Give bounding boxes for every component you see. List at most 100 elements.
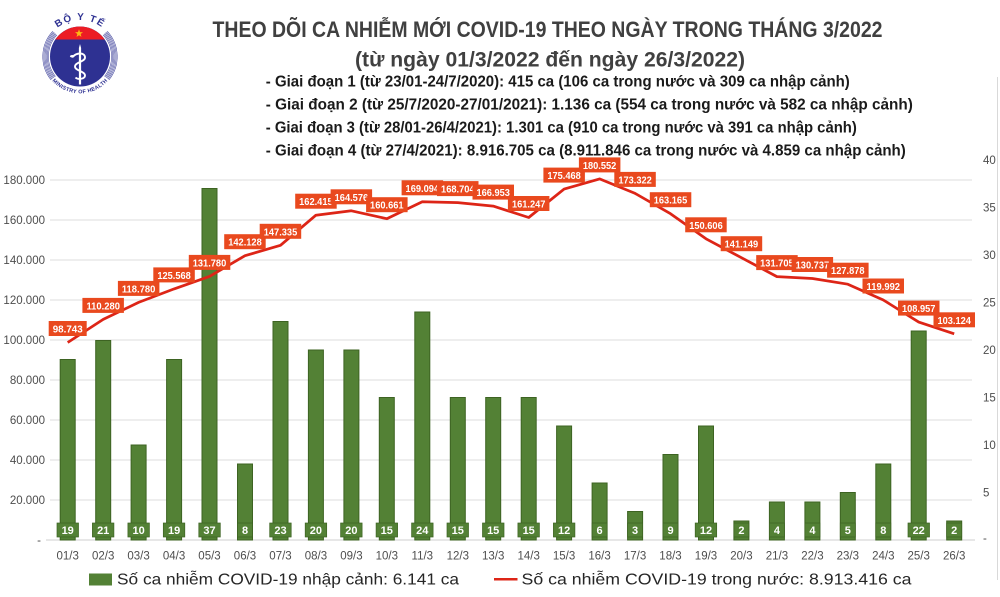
svg-text:- Giai đoạn 1 (từ 23/01-24/7/2: - Giai đoạn 1 (từ 23/01-24/7/2020): 415 … <box>266 73 850 90</box>
svg-text:09/3: 09/3 <box>340 551 362 563</box>
svg-text:6: 6 <box>597 525 603 537</box>
svg-text:150.606: 150.606 <box>689 220 723 232</box>
svg-text:17/3: 17/3 <box>624 551 646 563</box>
svg-text:19/3: 19/3 <box>695 551 717 563</box>
svg-text:162.415: 162.415 <box>299 196 333 208</box>
svg-text:164.576: 164.576 <box>335 192 369 204</box>
svg-text:142.128: 142.128 <box>228 237 262 249</box>
svg-text:4: 4 <box>774 525 781 537</box>
svg-text:05/3: 05/3 <box>198 551 220 563</box>
svg-text:37: 37 <box>203 525 215 537</box>
svg-text:07/3: 07/3 <box>269 551 291 563</box>
svg-text:3: 3 <box>632 525 638 537</box>
svg-text:80.000: 80.000 <box>10 375 45 387</box>
svg-text:12: 12 <box>558 525 570 537</box>
svg-text:15: 15 <box>452 525 464 537</box>
svg-text:24/3: 24/3 <box>872 551 894 563</box>
svg-text:15: 15 <box>487 525 499 537</box>
svg-text:103.124: 103.124 <box>937 315 971 327</box>
svg-text:8: 8 <box>242 525 248 537</box>
svg-text:108.957: 108.957 <box>902 303 936 315</box>
svg-text:01/3: 01/3 <box>57 551 79 563</box>
svg-text:23/3: 23/3 <box>837 551 859 563</box>
svg-text:9: 9 <box>667 525 673 537</box>
svg-text:166.953: 166.953 <box>476 187 510 199</box>
svg-text:26/3: 26/3 <box>943 551 965 563</box>
svg-text:Số ca nhiễm COVID-19 nhập cảnh: Số ca nhiễm COVID-19 nhập cảnh: 6.141 ca <box>117 570 459 589</box>
svg-text:2: 2 <box>951 525 957 537</box>
svg-text:23: 23 <box>274 525 286 537</box>
svg-text:5: 5 <box>983 488 989 500</box>
svg-text:125.568: 125.568 <box>157 270 191 282</box>
svg-text:100.000: 100.000 <box>3 335 45 347</box>
svg-text:130.737: 130.737 <box>796 260 830 272</box>
svg-text:4: 4 <box>809 525 816 537</box>
svg-text:08/3: 08/3 <box>305 551 327 563</box>
svg-text:40.000: 40.000 <box>10 455 45 467</box>
svg-text:14/3: 14/3 <box>518 551 540 563</box>
svg-text:98.743: 98.743 <box>53 324 83 336</box>
svg-text:06/3: 06/3 <box>234 551 256 563</box>
svg-text:19: 19 <box>168 525 180 537</box>
svg-text:175.468: 175.468 <box>547 170 581 182</box>
svg-text:131.780: 131.780 <box>193 257 227 269</box>
svg-text:19: 19 <box>62 525 74 537</box>
svg-text:40: 40 <box>983 155 996 167</box>
svg-text:131.705: 131.705 <box>760 258 794 270</box>
svg-text:- Giai đoạn 4 (từ 27/4/2021):: - Giai đoạn 4 (từ 27/4/2021): 8.916.705 … <box>266 142 906 159</box>
svg-text:16/3: 16/3 <box>588 551 610 563</box>
svg-text:25/3: 25/3 <box>908 551 930 563</box>
svg-text:173.322: 173.322 <box>618 174 652 186</box>
svg-text:20: 20 <box>310 525 322 537</box>
svg-text:THEO DÕI CA NHIỄM MỚI COVID-19: THEO DÕI CA NHIỄM MỚI COVID-19 THEO NGÀY… <box>213 16 883 42</box>
svg-text:21/3: 21/3 <box>766 551 788 563</box>
svg-text:04/3: 04/3 <box>163 551 185 563</box>
svg-text:(từ ngày 01/3/2022 đến ngày 26: (từ ngày 01/3/2022 đến ngày 26/3/2022) <box>355 48 745 72</box>
svg-text:2: 2 <box>738 525 744 537</box>
svg-text:5: 5 <box>845 525 851 537</box>
svg-text:- Giai đoạn 3 (từ 28/01-26/4/2: - Giai đoạn 3 (từ 28/01-26/4/2021): 1.30… <box>266 119 857 136</box>
svg-text:-: - <box>37 535 41 547</box>
svg-text:Số ca nhiễm COVID-19 trong nướ: Số ca nhiễm COVID-19 trong nước: 8.913.4… <box>522 570 912 589</box>
svg-text:118.780: 118.780 <box>122 283 156 295</box>
svg-text:22: 22 <box>913 525 925 537</box>
svg-text:141.149: 141.149 <box>725 239 759 251</box>
svg-text:20: 20 <box>345 525 357 537</box>
svg-text:10: 10 <box>132 525 144 537</box>
svg-text:168.704: 168.704 <box>441 184 475 196</box>
svg-text:127.878: 127.878 <box>831 265 865 277</box>
svg-text:12/3: 12/3 <box>447 551 469 563</box>
svg-text:180.000: 180.000 <box>3 175 45 187</box>
svg-text:119.992: 119.992 <box>867 281 901 293</box>
svg-text:15: 15 <box>983 393 996 405</box>
svg-text:140.000: 140.000 <box>3 255 45 267</box>
svg-text:180.552: 180.552 <box>583 160 617 172</box>
svg-text:18/3: 18/3 <box>659 551 681 563</box>
svg-text:10/3: 10/3 <box>376 551 398 563</box>
svg-text:20.000: 20.000 <box>10 495 45 507</box>
svg-text:160.661: 160.661 <box>370 200 404 212</box>
svg-text:160.000: 160.000 <box>3 215 45 227</box>
svg-text:10: 10 <box>983 440 996 452</box>
svg-text:161.247: 161.247 <box>512 199 546 211</box>
svg-text:8: 8 <box>880 525 886 537</box>
svg-text:22/3: 22/3 <box>801 551 823 563</box>
svg-text:110.280: 110.280 <box>86 300 120 312</box>
svg-text:163.165: 163.165 <box>654 195 688 207</box>
svg-text:15: 15 <box>523 525 535 537</box>
svg-text:25: 25 <box>983 298 996 310</box>
svg-text:11/3: 11/3 <box>412 551 434 563</box>
svg-text:-: - <box>983 533 987 545</box>
svg-text:35: 35 <box>983 203 996 215</box>
svg-text:147.335: 147.335 <box>264 226 298 238</box>
svg-text:20/3: 20/3 <box>730 551 752 563</box>
svg-text:15/3: 15/3 <box>553 551 575 563</box>
svg-text:24: 24 <box>416 525 429 537</box>
svg-text:20: 20 <box>983 345 996 357</box>
svg-text:12: 12 <box>700 525 712 537</box>
svg-text:13/3: 13/3 <box>482 551 504 563</box>
svg-text:21: 21 <box>97 525 109 537</box>
svg-text:15: 15 <box>381 525 393 537</box>
svg-text:169.094: 169.094 <box>406 183 440 195</box>
svg-text:30: 30 <box>983 250 996 262</box>
